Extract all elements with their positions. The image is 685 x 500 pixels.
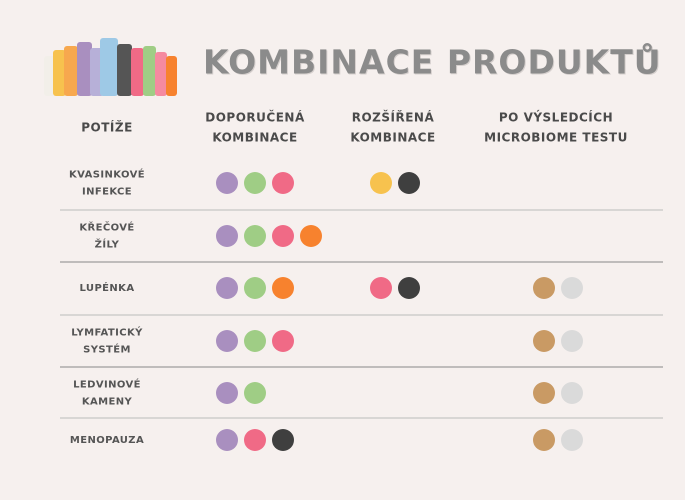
bottles — [44, 38, 177, 96]
row-label: MENOPAUZA — [70, 435, 144, 446]
product-dot — [216, 172, 238, 194]
product-dot — [216, 225, 238, 247]
product-dot — [272, 172, 294, 194]
product-dot — [300, 225, 322, 247]
product-dot — [561, 429, 583, 451]
row-label: LUPÉNKA — [80, 281, 135, 294]
product-dot — [561, 277, 583, 299]
product-dot — [370, 172, 392, 194]
column-header: ROZŠÍŘENÁ — [352, 110, 435, 125]
row-label: KAMENY — [82, 397, 133, 408]
product-dot — [244, 172, 266, 194]
column-header: PO VÝSLEDCÍCH — [499, 110, 613, 125]
product-dot — [244, 277, 266, 299]
product-dot — [216, 429, 238, 451]
product-dot — [533, 382, 555, 404]
column-header: DOPORUČENÁ — [205, 110, 305, 125]
product-dot — [216, 330, 238, 352]
title: KOMBINACE PRODUKTŮ — [203, 42, 662, 82]
row-label: LYMFATICKÝ — [71, 326, 143, 339]
row-label: ŽÍLY — [95, 238, 120, 251]
product-dot — [216, 382, 238, 404]
product-dot — [370, 277, 392, 299]
product-dot — [244, 225, 266, 247]
product-dot — [561, 382, 583, 404]
product-dot — [272, 225, 294, 247]
product-dot — [398, 277, 420, 299]
column-header: KOMBINACE — [350, 131, 435, 145]
row-label: LEDVINOVÉ — [73, 378, 141, 391]
product-dot — [561, 330, 583, 352]
column-header: POTÍŽE — [81, 120, 133, 135]
row-label: SYSTÉM — [83, 343, 131, 356]
row-label: KŘEČOVÉ — [79, 221, 134, 234]
product-dot — [272, 429, 294, 451]
product-dot — [216, 277, 238, 299]
row-label: KVASINKOVÉ — [69, 168, 145, 181]
table: POTÍŽE DOPORUČENÁ KOMBINACE ROZŠÍŘENÁ KOMBIN… — [60, 110, 663, 451]
row-label: INFEKCE — [82, 187, 132, 198]
column-header: MICROBIOME TESTU — [484, 131, 628, 145]
product-dot — [244, 429, 266, 451]
product-dot — [533, 277, 555, 299]
product-dot — [533, 330, 555, 352]
product-dot — [244, 382, 266, 404]
product-dot — [272, 330, 294, 352]
product-dot — [244, 330, 266, 352]
column-header: KOMBINACE — [212, 131, 297, 145]
product-dot — [272, 277, 294, 299]
product-dot — [533, 429, 555, 451]
product-dot — [398, 172, 420, 194]
